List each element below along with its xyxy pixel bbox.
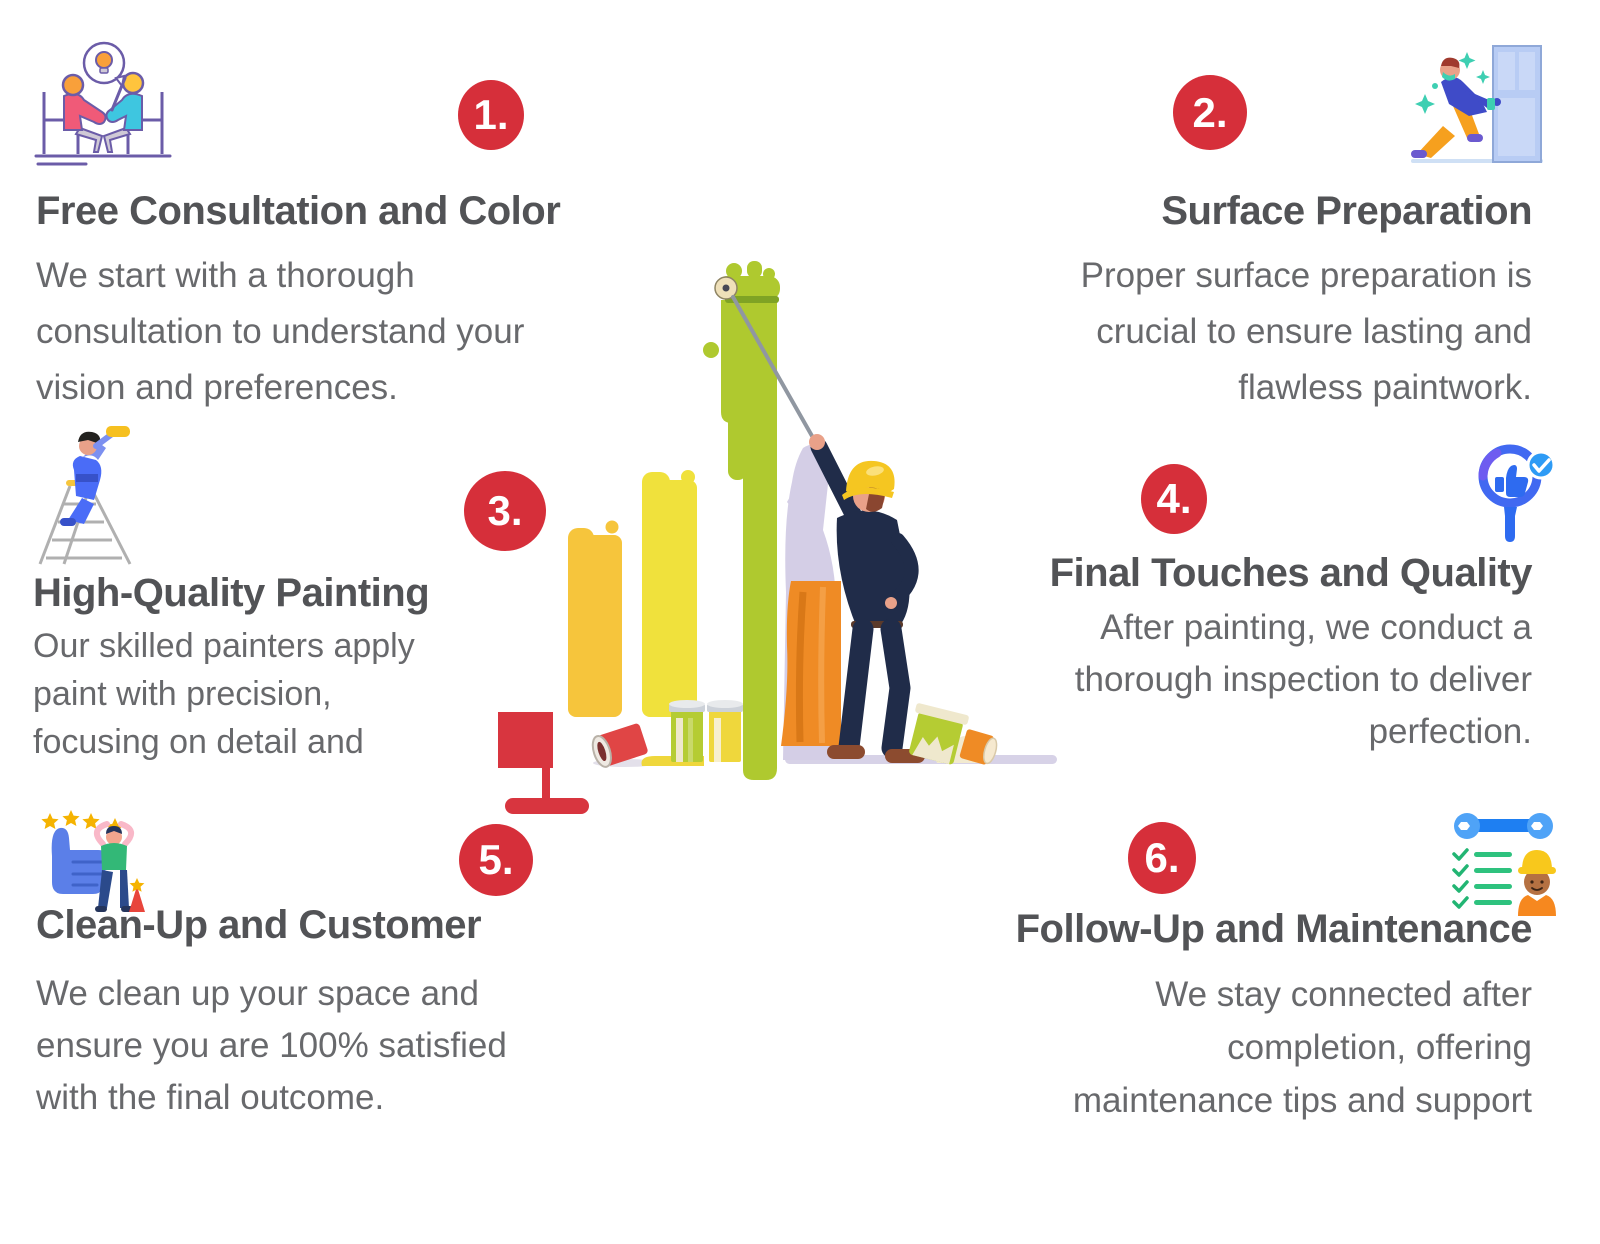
step-6-title: Follow-Up and Maintenance xyxy=(1015,907,1533,951)
step-5-description: We clean up your space and ensure you ar… xyxy=(36,974,507,1117)
step-3-title: High-Quality Painting xyxy=(33,571,430,615)
yellow-paint-bar xyxy=(642,470,697,717)
step-6-description: We stay connected after completion, offe… xyxy=(1072,975,1532,1120)
step-1-title: Free Consultation and Color xyxy=(36,189,561,233)
step-2-number-badge: 2. xyxy=(1173,75,1247,150)
step-4-title: Final Touches and Quality xyxy=(1049,551,1533,595)
maintenance-icon xyxy=(1452,813,1556,916)
door-cleaning-icon xyxy=(1411,45,1543,163)
roller-pole xyxy=(731,295,818,445)
step-3-number-badge: 3. xyxy=(464,471,546,551)
ladder-painter-icon xyxy=(38,426,132,565)
step-2-description: Proper surface preparation is crucial to… xyxy=(1080,256,1532,407)
red-flag xyxy=(498,712,589,814)
step-3-description: Our skilled painters apply paint with pr… xyxy=(33,627,415,761)
step-5-number-badge: 5. xyxy=(459,824,533,896)
step-number: 4. xyxy=(1156,475,1192,522)
customer-satisfaction-icon xyxy=(41,810,145,912)
step-number: 2. xyxy=(1192,88,1228,136)
step-1-number-badge: 1. xyxy=(458,80,524,150)
step-4-number-badge: 4. xyxy=(1141,464,1207,534)
inspection-magnifier-icon xyxy=(1478,444,1556,542)
painter-illustration xyxy=(498,261,1057,814)
orange-pedestal xyxy=(781,581,841,746)
step-number: 3. xyxy=(487,487,523,534)
lime-paint-stroke xyxy=(703,261,780,780)
step-number: 1. xyxy=(473,91,509,138)
consultation-icon xyxy=(34,41,172,166)
step-4-description: After painting, we conduct a thorough in… xyxy=(1074,608,1532,751)
step-number: 6. xyxy=(1144,834,1180,881)
step-1-description: We start with a thorough consultation to… xyxy=(36,256,525,407)
painter-figure xyxy=(809,434,925,763)
step-2-title: Surface Preparation xyxy=(1161,189,1532,233)
step-5-title: Clean-Up and Customer xyxy=(36,903,482,947)
step-6-number-badge: 6. xyxy=(1128,822,1196,894)
paint-cans xyxy=(591,700,743,768)
step-number: 5. xyxy=(478,836,514,883)
spilled-paint-bucket xyxy=(909,703,998,765)
golden-paint-bar xyxy=(568,520,622,717)
